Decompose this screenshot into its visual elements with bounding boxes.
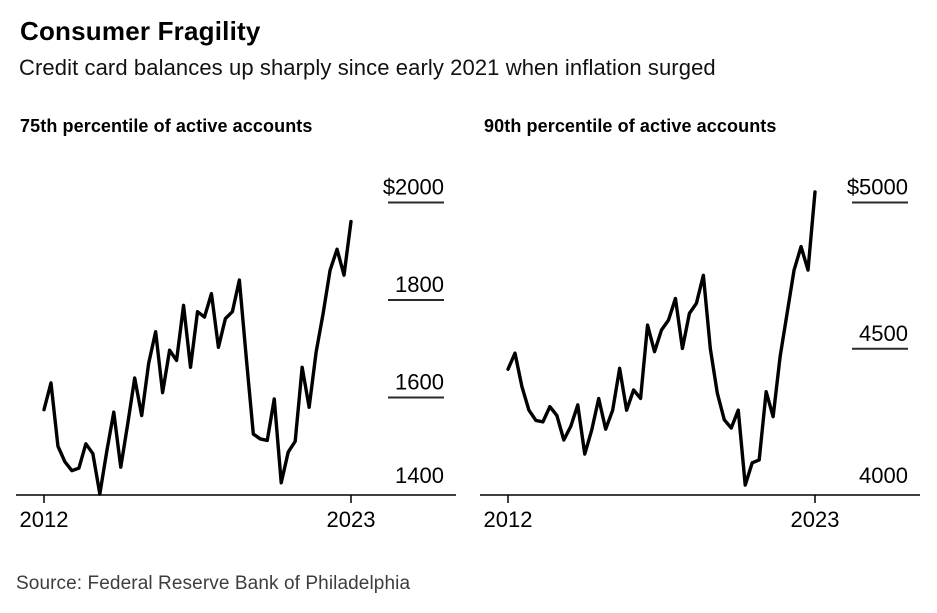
x-axis-label: 2023 [791, 507, 840, 532]
y-axis-label: 4500 [859, 321, 908, 346]
x-axis-label: 2023 [327, 507, 376, 532]
x-axis-label: 2012 [484, 507, 533, 532]
line-chart-90th-percentile: $5000 4500 4000 2012 2023 [480, 165, 926, 537]
y-axis-label: $2000 [383, 175, 444, 200]
y-axis-label: 4000 [859, 463, 908, 488]
chart-svg: $5000 4500 4000 2012 2023 [480, 175, 920, 532]
y-axis-label: 1400 [395, 463, 444, 488]
line-chart-75th-percentile: $2000 1800 1600 1400 2012 2023 [16, 165, 462, 537]
chart-title-90th-percentile: 90th percentile of active accounts [484, 116, 777, 136]
page-subtitle: Credit card balances up sharply since ea… [19, 55, 716, 80]
x-axis-label: 2012 [20, 507, 69, 532]
chart-title-75th-percentile: 75th percentile of active accounts [20, 116, 313, 136]
data-line [42, 219, 353, 496]
y-axis-label: 1800 [395, 272, 444, 297]
chart-svg: $2000 1800 1600 1400 2012 2023 [16, 175, 456, 532]
y-axis-label: $5000 [847, 175, 908, 200]
page-title: Consumer Fragility [20, 16, 261, 46]
y-axis-label: 1600 [395, 370, 444, 395]
source-attribution: Source: Federal Reserve Bank of Philadel… [16, 573, 411, 594]
data-line [506, 190, 817, 487]
